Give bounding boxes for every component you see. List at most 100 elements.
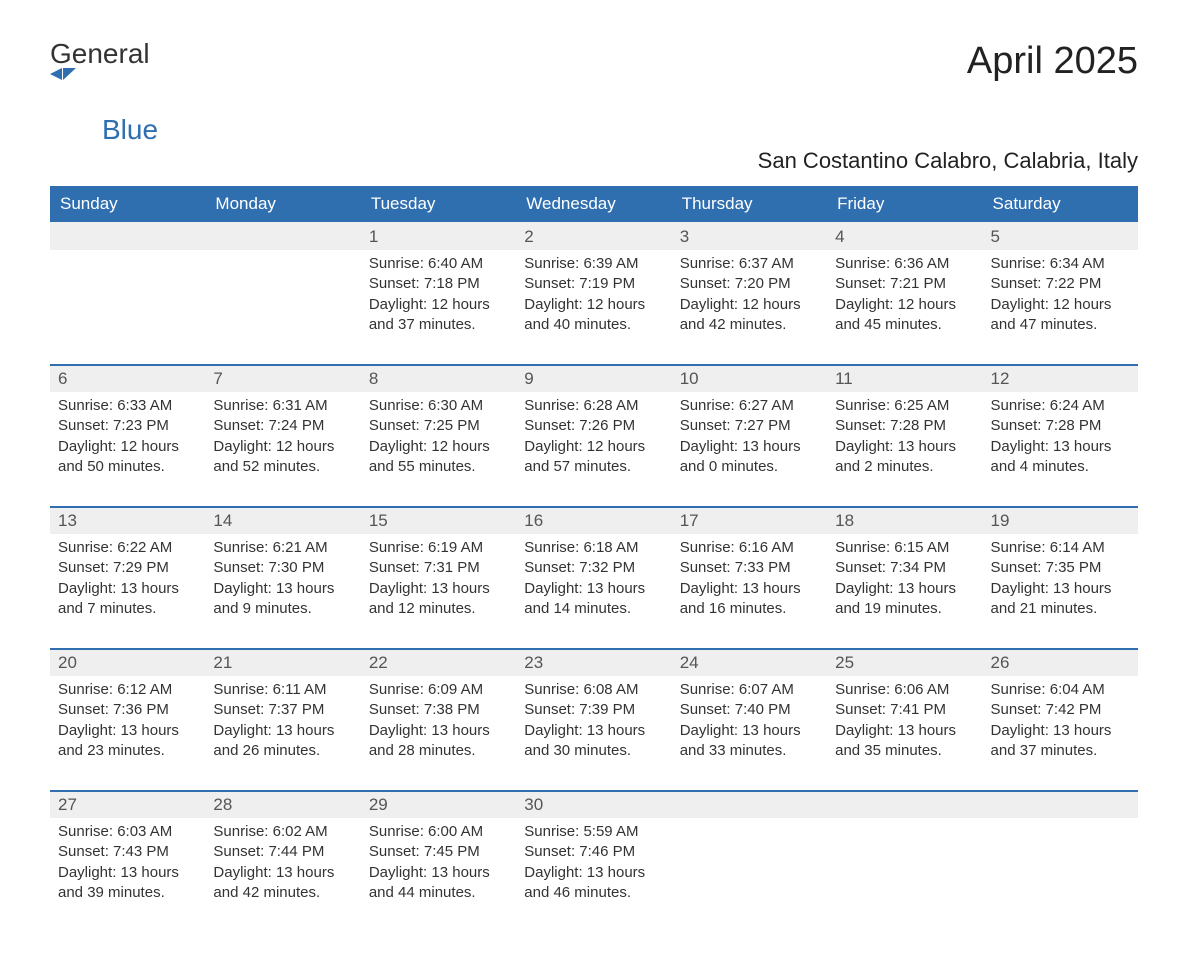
calendar-cell: 24Sunrise: 6:07 AMSunset: 7:40 PMDayligh… <box>672 648 827 790</box>
calendar-cell <box>983 790 1138 932</box>
daylight-line: Daylight: 13 hours and 26 minutes. <box>213 721 352 762</box>
calendar-cell: 28Sunrise: 6:02 AMSunset: 7:44 PMDayligh… <box>205 790 360 932</box>
day-number: 7 <box>205 364 360 392</box>
day-content: Sunrise: 6:03 AMSunset: 7:43 PMDaylight:… <box>50 818 205 909</box>
sunset-line: Sunset: 7:29 PM <box>58 558 197 578</box>
calendar-cell: 21Sunrise: 6:11 AMSunset: 7:37 PMDayligh… <box>205 648 360 790</box>
calendar-week-row: 1Sunrise: 6:40 AMSunset: 7:18 PMDaylight… <box>50 222 1138 364</box>
day-content: Sunrise: 6:09 AMSunset: 7:38 PMDaylight:… <box>361 676 516 767</box>
sunrise-line: Sunrise: 6:33 AM <box>58 396 197 416</box>
day-number: 16 <box>516 506 671 534</box>
day-content: Sunrise: 6:30 AMSunset: 7:25 PMDaylight:… <box>361 392 516 483</box>
day-content: Sunrise: 6:22 AMSunset: 7:29 PMDaylight:… <box>50 534 205 625</box>
daylight-line: Daylight: 13 hours and 7 minutes. <box>58 579 197 620</box>
day-number <box>672 790 827 818</box>
calendar-cell: 19Sunrise: 6:14 AMSunset: 7:35 PMDayligh… <box>983 506 1138 648</box>
daylight-line: Daylight: 13 hours and 39 minutes. <box>58 863 197 904</box>
sunrise-line: Sunrise: 6:02 AM <box>213 822 352 842</box>
sunrise-line: Sunrise: 6:07 AM <box>680 680 819 700</box>
day-number: 26 <box>983 648 1138 676</box>
day-number: 25 <box>827 648 982 676</box>
day-number: 10 <box>672 364 827 392</box>
sunset-line: Sunset: 7:40 PM <box>680 700 819 720</box>
logo-text: General Blue <box>50 40 158 144</box>
day-content <box>672 818 827 828</box>
day-content: Sunrise: 6:36 AMSunset: 7:21 PMDaylight:… <box>827 250 982 341</box>
daylight-line: Daylight: 13 hours and 28 minutes. <box>369 721 508 762</box>
calendar-cell: 16Sunrise: 6:18 AMSunset: 7:32 PMDayligh… <box>516 506 671 648</box>
day-number: 24 <box>672 648 827 676</box>
day-content: Sunrise: 6:19 AMSunset: 7:31 PMDaylight:… <box>361 534 516 625</box>
day-content: Sunrise: 6:08 AMSunset: 7:39 PMDaylight:… <box>516 676 671 767</box>
calendar-cell: 22Sunrise: 6:09 AMSunset: 7:38 PMDayligh… <box>361 648 516 790</box>
sunrise-line: Sunrise: 5:59 AM <box>524 822 663 842</box>
day-number: 30 <box>516 790 671 818</box>
day-content <box>50 250 205 260</box>
day-content: Sunrise: 6:18 AMSunset: 7:32 PMDaylight:… <box>516 534 671 625</box>
location-subtitle: San Costantino Calabro, Calabria, Italy <box>50 148 1138 174</box>
logo-flag-icon <box>50 68 158 88</box>
calendar-week-row: 13Sunrise: 6:22 AMSunset: 7:29 PMDayligh… <box>50 506 1138 648</box>
daylight-line: Daylight: 13 hours and 12 minutes. <box>369 579 508 620</box>
sunrise-line: Sunrise: 6:15 AM <box>835 538 974 558</box>
day-number: 3 <box>672 222 827 250</box>
sunset-line: Sunset: 7:18 PM <box>369 274 508 294</box>
calendar-cell: 2Sunrise: 6:39 AMSunset: 7:19 PMDaylight… <box>516 222 671 364</box>
day-number: 1 <box>361 222 516 250</box>
sunrise-line: Sunrise: 6:39 AM <box>524 254 663 274</box>
calendar-cell: 23Sunrise: 6:08 AMSunset: 7:39 PMDayligh… <box>516 648 671 790</box>
calendar-cell: 15Sunrise: 6:19 AMSunset: 7:31 PMDayligh… <box>361 506 516 648</box>
calendar-cell: 18Sunrise: 6:15 AMSunset: 7:34 PMDayligh… <box>827 506 982 648</box>
day-content: Sunrise: 6:02 AMSunset: 7:44 PMDaylight:… <box>205 818 360 909</box>
daylight-line: Daylight: 13 hours and 4 minutes. <box>991 437 1130 478</box>
sunset-line: Sunset: 7:30 PM <box>213 558 352 578</box>
calendar-week-row: 20Sunrise: 6:12 AMSunset: 7:36 PMDayligh… <box>50 648 1138 790</box>
daylight-line: Daylight: 13 hours and 42 minutes. <box>213 863 352 904</box>
day-content: Sunrise: 6:28 AMSunset: 7:26 PMDaylight:… <box>516 392 671 483</box>
sunrise-line: Sunrise: 6:16 AM <box>680 538 819 558</box>
daylight-line: Daylight: 13 hours and 0 minutes. <box>680 437 819 478</box>
sunrise-line: Sunrise: 6:03 AM <box>58 822 197 842</box>
sunset-line: Sunset: 7:37 PM <box>213 700 352 720</box>
daylight-line: Daylight: 12 hours and 55 minutes. <box>369 437 508 478</box>
day-number: 17 <box>672 506 827 534</box>
day-number: 5 <box>983 222 1138 250</box>
calendar-table: SundayMondayTuesdayWednesdayThursdayFrid… <box>50 186 1138 932</box>
calendar-cell: 25Sunrise: 6:06 AMSunset: 7:41 PMDayligh… <box>827 648 982 790</box>
sunrise-line: Sunrise: 6:22 AM <box>58 538 197 558</box>
daylight-line: Daylight: 12 hours and 57 minutes. <box>524 437 663 478</box>
day-number: 14 <box>205 506 360 534</box>
day-number: 27 <box>50 790 205 818</box>
daylight-line: Daylight: 12 hours and 40 minutes. <box>524 295 663 336</box>
day-number: 6 <box>50 364 205 392</box>
daylight-line: Daylight: 13 hours and 14 minutes. <box>524 579 663 620</box>
day-number <box>205 222 360 250</box>
day-content: Sunrise: 6:11 AMSunset: 7:37 PMDaylight:… <box>205 676 360 767</box>
sunrise-line: Sunrise: 6:25 AM <box>835 396 974 416</box>
daylight-line: Daylight: 13 hours and 46 minutes. <box>524 863 663 904</box>
logo: General Blue <box>50 40 158 144</box>
sunrise-line: Sunrise: 6:18 AM <box>524 538 663 558</box>
sunset-line: Sunset: 7:19 PM <box>524 274 663 294</box>
daylight-line: Daylight: 12 hours and 45 minutes. <box>835 295 974 336</box>
sunrise-line: Sunrise: 6:24 AM <box>991 396 1130 416</box>
day-number: 28 <box>205 790 360 818</box>
sunrise-line: Sunrise: 6:08 AM <box>524 680 663 700</box>
sunset-line: Sunset: 7:46 PM <box>524 842 663 862</box>
calendar-cell: 5Sunrise: 6:34 AMSunset: 7:22 PMDaylight… <box>983 222 1138 364</box>
weekday-header: Friday <box>827 186 982 222</box>
day-number: 22 <box>361 648 516 676</box>
sunset-line: Sunset: 7:39 PM <box>524 700 663 720</box>
day-content: Sunrise: 6:39 AMSunset: 7:19 PMDaylight:… <box>516 250 671 341</box>
sunset-line: Sunset: 7:38 PM <box>369 700 508 720</box>
sunset-line: Sunset: 7:36 PM <box>58 700 197 720</box>
sunset-line: Sunset: 7:23 PM <box>58 416 197 436</box>
daylight-line: Daylight: 13 hours and 9 minutes. <box>213 579 352 620</box>
day-content: Sunrise: 6:25 AMSunset: 7:28 PMDaylight:… <box>827 392 982 483</box>
day-content: Sunrise: 6:06 AMSunset: 7:41 PMDaylight:… <box>827 676 982 767</box>
calendar-cell: 4Sunrise: 6:36 AMSunset: 7:21 PMDaylight… <box>827 222 982 364</box>
sunrise-line: Sunrise: 6:19 AM <box>369 538 508 558</box>
day-content: Sunrise: 6:15 AMSunset: 7:34 PMDaylight:… <box>827 534 982 625</box>
sunrise-line: Sunrise: 6:12 AM <box>58 680 197 700</box>
sunrise-line: Sunrise: 6:11 AM <box>213 680 352 700</box>
